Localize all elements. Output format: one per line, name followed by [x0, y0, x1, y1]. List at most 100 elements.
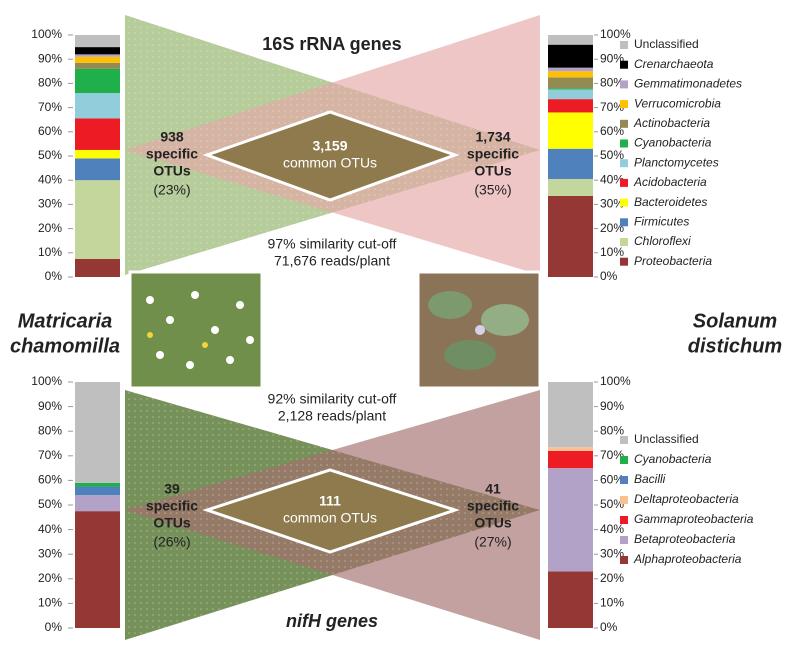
y-tick-label: 40% [38, 522, 62, 536]
legend-label: Cyanobacteria [634, 452, 712, 466]
bar-segment [548, 571, 593, 628]
chart-title: nifH genes [286, 611, 378, 631]
y-tick-label: 70% [600, 448, 624, 462]
specific-percent: (35%) [474, 182, 511, 198]
y-tick-label: 0% [600, 269, 618, 283]
plant-name: Matricaria [18, 310, 113, 332]
y-tick-label: 90% [600, 399, 624, 413]
common-count: 111 [319, 493, 341, 509]
common-diamond [202, 110, 460, 202]
specific-label: specific [467, 146, 519, 162]
plant-name: Solanum [693, 310, 777, 332]
y-tick-label: 30% [600, 197, 624, 211]
legend-swatch [620, 139, 628, 148]
specific-percent: (23%) [153, 182, 190, 198]
specific-label: OTUs [474, 515, 512, 531]
y-tick-label: 30% [38, 546, 62, 560]
bar-segment [75, 382, 120, 483]
y-tick-label: 40% [600, 522, 624, 536]
y-tick-label: 10% [600, 245, 624, 259]
y-tick-label: 0% [45, 620, 63, 634]
bar-segment [75, 118, 120, 150]
legend-label: Crenarchaeota [634, 57, 714, 71]
y-tick-label: 50% [38, 148, 62, 162]
common-count: 3,159 [312, 138, 347, 154]
legend-swatch [620, 80, 628, 89]
legend-label: Bacilli [634, 472, 666, 486]
legend-label: Planctomycetes [634, 155, 719, 169]
legend-label: Firmicutes [634, 214, 689, 228]
bar-segment [548, 468, 593, 572]
legend-swatch [620, 41, 628, 49]
y-tick-label: 20% [38, 221, 62, 235]
specific-count: 938 [160, 129, 184, 145]
common-label: common OTUs [283, 510, 377, 526]
legend-label: Acidobacteria [633, 175, 707, 189]
legend-label: Deltaproteobacteria [634, 492, 739, 506]
y-tick-label: 80% [600, 76, 624, 90]
bar-segment [75, 486, 120, 496]
bar-segment [548, 447, 593, 451]
plant-name: chamomilla [10, 335, 120, 357]
y-tick-label: 70% [600, 100, 624, 114]
specific-label: specific [146, 498, 198, 514]
y-tick-label: 10% [38, 596, 62, 610]
y-tick-label: 40% [600, 172, 624, 186]
bar-segment [548, 99, 593, 113]
y-tick-label: 60% [600, 473, 624, 487]
legend-swatch [620, 536, 628, 544]
legend-label: Betaproteobacteria [634, 532, 736, 546]
legend-swatch [620, 218, 628, 227]
cutoff-label: 2,128 reads/plant [278, 408, 386, 424]
y-tick-label: 50% [38, 497, 62, 511]
y-tick-label: 100% [31, 374, 62, 388]
y-tick-label: 30% [38, 197, 62, 211]
bar-segment [75, 35, 120, 48]
cutoff-label: 92% similarity cut-off [268, 391, 397, 407]
bar-segment [548, 195, 593, 277]
bar-segment [548, 35, 593, 45]
bar-segment [75, 68, 120, 94]
specific-percent: (27%) [474, 534, 511, 550]
legend-swatch [620, 556, 628, 564]
specific-percent: (26%) [153, 534, 190, 550]
specific-label: OTUs [153, 163, 191, 179]
bar-segment [548, 148, 593, 179]
bar-segment [548, 77, 593, 89]
chart-title: 16S rRNA genes [262, 34, 401, 54]
bar-segment [548, 71, 593, 78]
common-diamond [202, 468, 460, 554]
bar-segment [75, 258, 120, 277]
y-tick-label: 20% [600, 571, 624, 585]
bar-segment [548, 450, 593, 469]
bar-segment [548, 382, 593, 448]
specific-count: 41 [485, 481, 501, 497]
bar-segment [75, 511, 120, 628]
photo-solanum [416, 270, 542, 390]
y-tick-label: 90% [38, 51, 62, 65]
legend-label: Unclassified [634, 37, 699, 51]
y-tick-label: 80% [600, 423, 624, 437]
specific-count: 39 [164, 481, 180, 497]
bar-segment [548, 67, 593, 72]
legend-swatch [620, 159, 628, 168]
specific-label: OTUs [474, 163, 512, 179]
bar-segment [75, 62, 120, 69]
legend-label: Verrucomicrobia [634, 96, 721, 110]
y-tick-label: 50% [600, 148, 624, 162]
legend-label: Gemmatimonadetes [634, 77, 742, 91]
legend-swatch [620, 516, 628, 524]
legend-label: Alphaproteobacteria [633, 552, 742, 566]
bar-segment [548, 44, 593, 68]
legend-swatch [620, 257, 628, 266]
legend-label: Chloroflexi [634, 234, 691, 248]
y-tick-label: 50% [600, 497, 624, 511]
cutoff-label: 71,676 reads/plant [274, 253, 390, 269]
legend-swatch [620, 100, 628, 109]
y-tick-label: 20% [38, 571, 62, 585]
legend-swatch [620, 178, 628, 187]
specific-label: specific [467, 498, 519, 514]
bar-segment [75, 149, 120, 159]
y-tick-label: 0% [600, 620, 618, 634]
y-tick-label: 10% [38, 245, 62, 259]
